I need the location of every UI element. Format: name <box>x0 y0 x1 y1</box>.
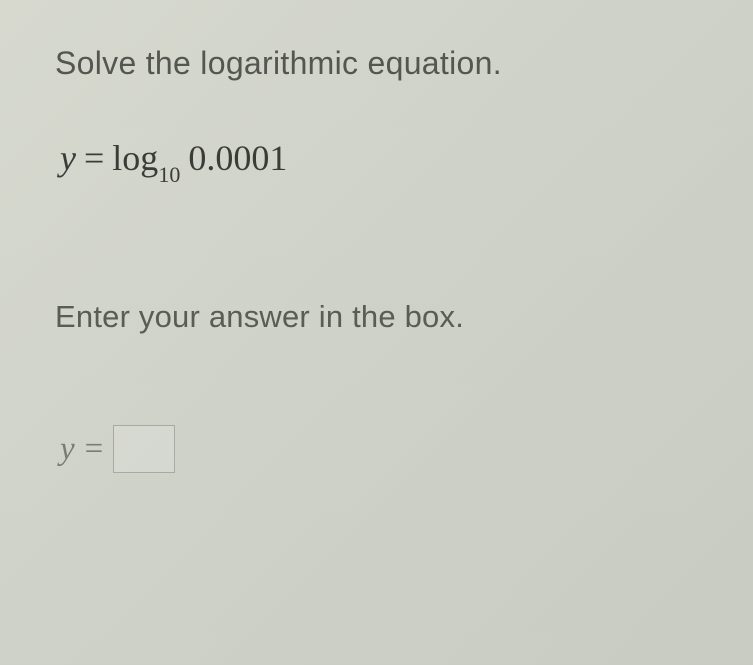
answer-equals: = <box>85 431 104 468</box>
equation-base: 10 <box>158 162 180 187</box>
answer-lhs-variable: y <box>60 431 75 468</box>
equation-equals: = <box>84 138 104 178</box>
equation-operator: log <box>112 138 158 178</box>
equation-lhs-variable: y <box>60 138 76 178</box>
equation-display: y=log10 0.0001 <box>55 137 698 184</box>
equation-argument: 0.0001 <box>188 138 287 178</box>
instruction-text: Solve the logarithmic equation. <box>55 45 698 82</box>
answer-prompt: Enter your answer in the box. <box>55 299 698 335</box>
answer-row: y = <box>55 425 698 473</box>
answer-input[interactable] <box>113 425 175 473</box>
